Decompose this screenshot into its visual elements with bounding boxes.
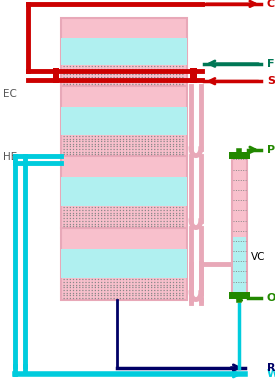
Text: VC: VC bbox=[251, 252, 265, 262]
Text: W: W bbox=[267, 369, 275, 379]
Text: EC: EC bbox=[3, 89, 16, 100]
Text: HE: HE bbox=[3, 152, 17, 162]
Bar bbox=[190, 68, 197, 83]
Text: R: R bbox=[267, 363, 275, 373]
Text: O: O bbox=[267, 293, 275, 303]
Text: S: S bbox=[267, 76, 275, 86]
Bar bbox=[60, 107, 187, 135]
Text: C: C bbox=[267, 0, 275, 9]
Bar bbox=[229, 152, 250, 159]
Bar bbox=[60, 249, 187, 278]
Bar bbox=[232, 156, 247, 296]
Text: F: F bbox=[267, 59, 274, 69]
Bar bbox=[60, 177, 187, 206]
Bar bbox=[229, 292, 250, 299]
Bar bbox=[60, 86, 187, 156]
Bar bbox=[60, 228, 187, 300]
Bar bbox=[233, 237, 246, 294]
Text: P: P bbox=[267, 145, 275, 155]
Bar bbox=[60, 18, 187, 86]
Bar bbox=[60, 156, 187, 228]
Bar bbox=[60, 38, 187, 65]
Bar bbox=[53, 68, 59, 83]
